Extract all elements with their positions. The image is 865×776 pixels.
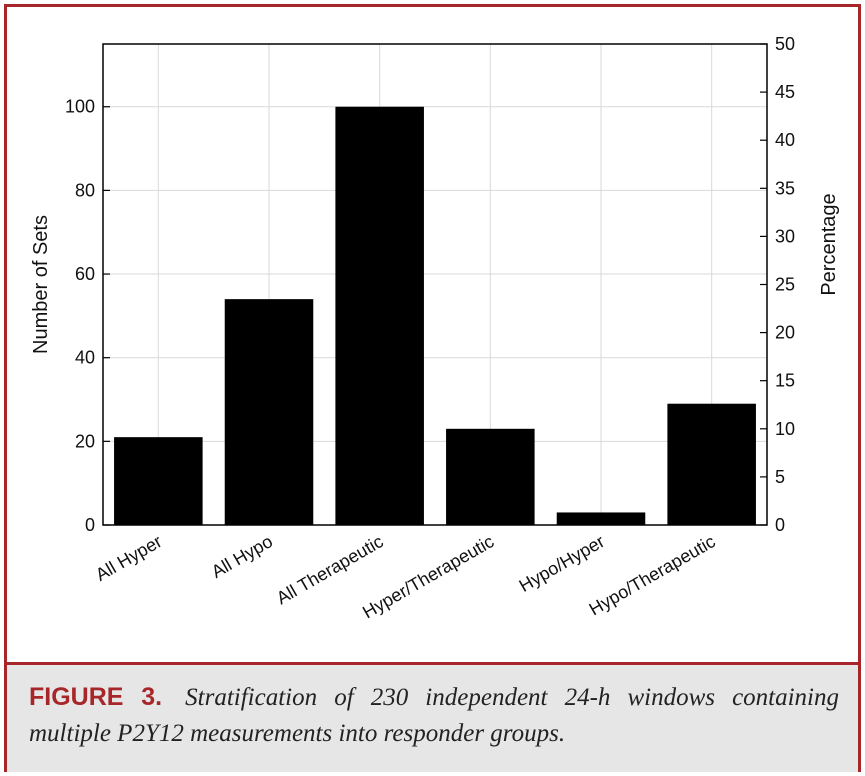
y-tick-label: 60 (75, 264, 95, 284)
y2-tick-label: 15 (775, 371, 795, 391)
caption-box: FIGURE 3. Stratification of 230 independ… (7, 662, 858, 772)
y-axis-left: 0 20 40 60 80 100 (65, 97, 110, 535)
y-axis-title-right: Percentage (818, 193, 840, 295)
bar (114, 437, 203, 525)
y2-tick-label: 40 (775, 130, 795, 150)
x-tick-label: Hypo/Hyper (516, 531, 608, 596)
y2-tick-label: 25 (775, 275, 795, 295)
y2-tick-label: 20 (775, 323, 795, 343)
y2-tick-label: 45 (775, 82, 795, 102)
x-tick-label: All Hypo (208, 531, 276, 582)
figure-caption: FIGURE 3. Stratification of 230 independ… (29, 679, 839, 752)
y2-tick-label: 50 (775, 34, 795, 54)
y-tick-label: 40 (75, 348, 95, 368)
figure-number: FIGURE 3. (29, 683, 163, 711)
bars (114, 106, 756, 525)
y2-tick-label: 30 (775, 226, 795, 246)
bar-chart: 0 20 40 60 80 100 0 5 10 15 20 25 30 35 40 45 50 All Hy… (30, 34, 840, 623)
y-tick-label: 80 (75, 180, 95, 200)
figure-frame: 0 20 40 60 80 100 0 5 10 15 20 25 30 35 40 45 50 All Hy… (4, 4, 861, 772)
y2-tick-label: 0 (775, 515, 785, 535)
bar (335, 106, 424, 525)
x-tick-label: All Therapeutic (273, 531, 387, 608)
y2-tick-label: 10 (775, 419, 795, 439)
y2-tick-label: 5 (775, 467, 785, 487)
y-tick-label: 0 (85, 515, 95, 535)
bar (224, 299, 314, 525)
y-tick-label: 20 (75, 431, 95, 451)
caption-text: Stratification of 230 independent 24-h w… (29, 684, 840, 747)
bar (446, 428, 535, 525)
y-tick-label: 100 (65, 97, 95, 117)
y2-tick-label: 35 (775, 178, 795, 198)
bar (667, 403, 756, 525)
y-axis-title-left: Number of Sets (30, 215, 52, 354)
y-axis-right: 0 5 10 15 20 25 30 35 40 45 50 (760, 34, 795, 535)
x-tick-label: All Hyper (92, 531, 165, 585)
